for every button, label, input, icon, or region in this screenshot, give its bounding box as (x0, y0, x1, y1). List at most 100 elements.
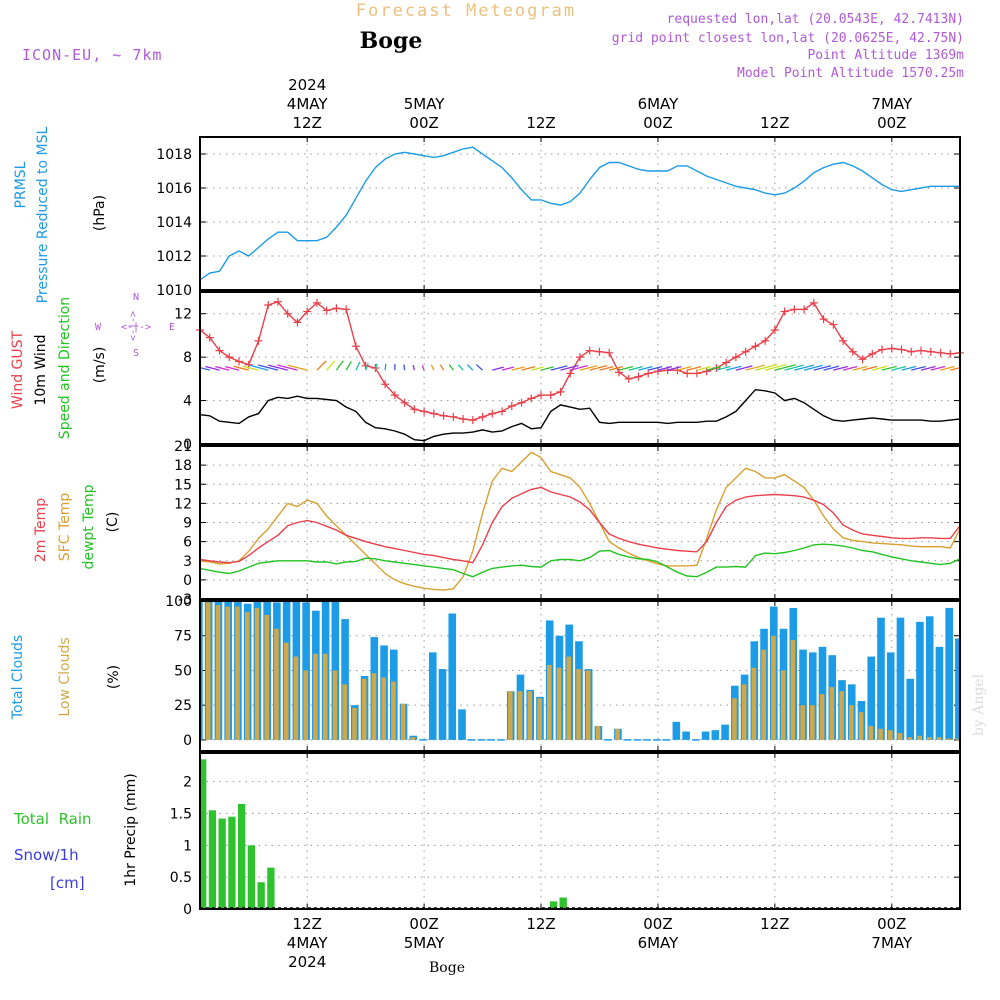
wind-arrow (911, 365, 926, 371)
gust-marker (488, 409, 497, 418)
wind-arrow (803, 364, 823, 371)
y-tick-label: 1010 (156, 283, 192, 299)
y-tick-label: 50 (174, 663, 192, 679)
wind-arrow (579, 365, 598, 371)
wind-panel: 0 4 8 12 (174, 291, 964, 453)
gust-marker (858, 355, 867, 364)
low-cloud-bar (829, 687, 835, 740)
wind-direction-arrows (200, 360, 960, 371)
total-cloud-bar (955, 638, 960, 740)
gust-marker (790, 305, 799, 314)
bottom-time-label: 6MAY (638, 934, 680, 952)
low-cloud-bar (274, 628, 279, 740)
low-cloud-bar (235, 606, 240, 740)
y-tick-label: 6 (183, 535, 192, 551)
temp-labels: 2m Temp SFC Temp dewpt Temp (C) (33, 484, 121, 569)
label-pressure-msl: Pressure Reduced to MSL (35, 126, 51, 303)
wind-arrow (326, 360, 336, 371)
cloud-panel: 0 25 50 75 100 (165, 594, 961, 752)
wind-arrow (677, 365, 692, 371)
wind-arrow (335, 360, 344, 371)
gust-marker (761, 336, 770, 345)
wind-arrow (813, 365, 832, 371)
gust-marker (273, 297, 282, 306)
low-cloud-bar (352, 707, 357, 740)
label-2m-temp: 2m Temp (33, 498, 49, 562)
gust-marker (624, 374, 633, 383)
low-cloud-bar (878, 728, 883, 740)
wind-arrow (540, 366, 554, 371)
rain-bar (228, 816, 236, 909)
low-cloud-bar (517, 691, 523, 740)
wind-arrow (657, 365, 673, 371)
label-precip-mm: 1hr Precip (mm) (123, 773, 139, 886)
bottom-time-label: 12Z (292, 915, 321, 933)
low-cloud-bar (586, 670, 591, 740)
gust-marker (741, 347, 750, 356)
label-10m-wind: 10m Wind (33, 334, 49, 405)
panel-frame (199, 291, 961, 445)
y-tick-label: -3 (178, 592, 192, 608)
y-tick-label: 2 (183, 775, 192, 791)
wind-arrow (628, 365, 643, 371)
low-cloud-bar (849, 705, 854, 740)
gust-marker (887, 344, 896, 353)
wind-arrow (560, 364, 579, 371)
low-cloud-bar (858, 712, 864, 740)
wind-arrow (745, 364, 765, 371)
low-cloud-bar (293, 656, 299, 740)
y-tick-label: 21 (174, 439, 192, 455)
wind-arrow (930, 365, 946, 371)
watermark: by Angel (971, 673, 987, 736)
top-time-label: 5MAY (404, 95, 446, 113)
gust-marker (234, 357, 243, 366)
total-cloud-bar (945, 607, 953, 740)
wind-arrow (725, 365, 742, 371)
pressure-line (200, 146, 960, 281)
low-cloud-bar (283, 642, 289, 740)
low-cloud-bar (361, 678, 367, 740)
low-cloud-bar (508, 691, 513, 740)
gust-marker (556, 387, 565, 396)
wind-arrow (430, 364, 435, 371)
wind-arrow (716, 365, 731, 371)
panel-frame (199, 600, 961, 752)
gust-marker (605, 348, 614, 357)
rain-bar (549, 901, 558, 909)
low-cloud-bar (332, 670, 338, 740)
y-tick-label: 15 (174, 477, 192, 493)
gust-marker (576, 353, 584, 362)
y-tick-label: 100 (165, 594, 192, 610)
low-cloud-bar (576, 669, 581, 740)
wind-arrow (959, 369, 960, 371)
gust-marker (809, 298, 818, 307)
gust-marker (293, 318, 302, 327)
footer-location: Boge (429, 960, 465, 976)
low-cloud-bar (761, 649, 766, 740)
gust-marker (839, 336, 848, 345)
low-cloud-bar (907, 737, 913, 740)
total-cloud-bar (701, 731, 710, 740)
gust-marker (644, 369, 653, 378)
gust-marker (780, 307, 789, 316)
total-cloud-bar (818, 646, 827, 740)
y-tick-label: 1.5 (170, 806, 192, 822)
gust-marker (254, 336, 263, 345)
gust-marker (429, 409, 438, 418)
wind-arrow (842, 365, 858, 371)
wind-arrow (589, 365, 608, 371)
low-cloud-bar (771, 635, 776, 740)
low-cloud-bar (566, 656, 572, 740)
total-cloud-bar (886, 652, 895, 740)
gust-marker (819, 315, 828, 324)
gust-marker (829, 320, 838, 329)
gust-marker (283, 309, 292, 318)
total-cloud-bar (341, 619, 349, 740)
low-cloud-bar (391, 681, 396, 740)
panel-frame (199, 445, 961, 600)
total-cloud-bar (458, 709, 466, 740)
low-cloud-bar (254, 607, 260, 740)
y-tick-label: 1016 (156, 181, 192, 197)
y-tick-label: 1014 (156, 215, 192, 231)
